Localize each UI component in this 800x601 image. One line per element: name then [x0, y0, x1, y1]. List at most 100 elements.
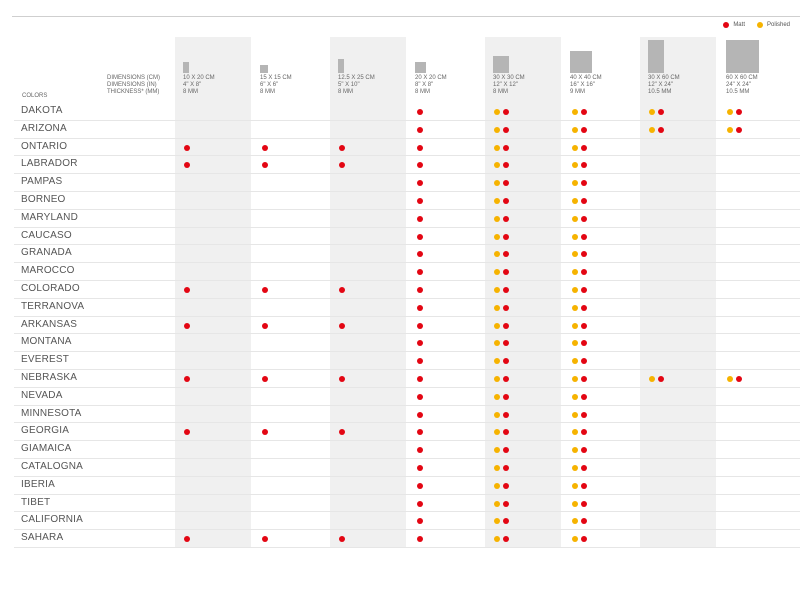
matt-dot-icon	[184, 429, 190, 436]
size-label-12x25: 12.5 X 25 CM 5" X 10" 8 MM	[338, 75, 375, 96]
polished-dot-icon	[572, 180, 578, 187]
matt-dot-icon	[503, 482, 509, 489]
table-row: GRANADA	[14, 245, 800, 264]
size-mm: 9 MM	[570, 89, 585, 95]
polished-dot-icon	[649, 126, 655, 133]
matt-dot-icon	[417, 429, 423, 436]
polished-dot-icon	[494, 198, 500, 204]
matt-dot-icon	[184, 144, 190, 151]
table-row: LABRADOR	[14, 156, 800, 175]
polished-dot-icon	[494, 358, 500, 365]
thickness-header: THICKNESS* (MM)	[107, 89, 160, 95]
matt-dot-icon	[503, 215, 509, 222]
size-cm: 40 X 40 CM	[570, 75, 602, 81]
matt-dot-icon	[184, 287, 190, 293]
matt-dot-icon	[581, 536, 587, 543]
color-name: BORNEO	[21, 194, 66, 205]
matt-dot-icon	[184, 322, 190, 329]
polished-dot-icon	[572, 269, 578, 276]
polished-dot-icon	[572, 411, 578, 418]
row-divider	[14, 529, 800, 531]
matt-dot-icon	[581, 198, 587, 204]
polished-dot-icon	[494, 536, 500, 543]
row-divider	[14, 262, 800, 264]
polished-dot-icon	[494, 340, 500, 347]
polished-dot-icon	[494, 215, 500, 222]
tile-swatch-40x40	[570, 51, 592, 73]
polished-dot-icon	[572, 287, 578, 293]
polished-dot-icon	[572, 215, 578, 222]
row-divider	[14, 386, 800, 388]
matt-dot-icon	[503, 126, 509, 133]
size-mm: 8 MM	[415, 89, 430, 95]
table-row: ARKANSAS	[14, 317, 800, 335]
polished-dot-icon	[494, 500, 500, 507]
size-in: 5" X 10"	[338, 82, 360, 88]
polished-dot-icon	[494, 482, 500, 489]
matt-dot-icon	[262, 376, 268, 382]
size-in: 8" X 8"	[415, 82, 434, 88]
polished-dot-icon	[494, 109, 500, 115]
color-name: DAKOTA	[21, 105, 63, 116]
polished-dot-icon	[494, 411, 500, 418]
size-label-10x20: 10 X 20 CM 4" X 8" 8 MM	[183, 75, 215, 96]
color-name: ARIZONA	[21, 122, 67, 134]
polished-dot-icon	[494, 144, 500, 151]
table-row: MINNESOTA	[14, 406, 800, 424]
row-divider	[14, 155, 800, 157]
size-label-40x40: 40 X 40 CM 16" X 16" 9 MM	[570, 75, 602, 96]
size-label-20x20: 20 X 20 CM 8" X 8" 8 MM	[415, 75, 447, 96]
matt-dot-icon	[736, 376, 742, 382]
matt-dot-icon	[503, 358, 509, 365]
color-name: NEBRASKA	[21, 372, 78, 383]
table-row: MAROCCO	[14, 263, 800, 281]
size-in: 12" X 24"	[648, 82, 673, 88]
polished-dot-icon	[572, 233, 578, 240]
color-name: COLORADO	[21, 283, 80, 294]
matt-dot-icon	[503, 287, 509, 293]
polished-dot-icon	[572, 393, 578, 400]
matt-dot-icon	[339, 162, 345, 169]
matt-dot-icon	[581, 233, 587, 240]
table-row: GIAMAICA	[14, 441, 800, 459]
size-cm: 15 X 15 CM	[260, 75, 292, 81]
polished-dot-icon	[572, 340, 578, 347]
size-label-30x60: 30 X 60 CM 12" X 24" 10.5 MM	[648, 75, 680, 96]
row-divider	[14, 208, 800, 210]
matt-dot-icon	[417, 465, 423, 471]
matt-dot-icon	[723, 22, 730, 28]
polished-dot-icon	[494, 447, 500, 454]
matt-dot-icon	[581, 500, 587, 507]
color-name: GIAMAICA	[21, 443, 72, 455]
matt-dot-icon	[503, 180, 509, 187]
row-divider	[14, 315, 800, 317]
matt-dot-icon	[417, 144, 423, 151]
tile-swatch-20x20	[415, 62, 426, 73]
matt-dot-icon	[503, 536, 509, 543]
polished-dot-icon	[572, 251, 578, 258]
size-in: 16" X 16"	[570, 82, 595, 88]
matt-dot-icon	[581, 465, 587, 471]
matt-dot-icon	[417, 215, 423, 222]
matt-dot-icon	[581, 358, 587, 365]
matt-dot-icon	[339, 322, 345, 329]
tile-swatch-15x15	[260, 65, 268, 73]
table-row: GEORGIA	[14, 423, 800, 442]
table-row: ARIZONA	[14, 121, 800, 139]
row-divider	[14, 493, 800, 495]
matt-dot-icon	[339, 376, 345, 382]
color-name: LABRADOR	[21, 158, 78, 170]
matt-dot-icon	[503, 500, 509, 507]
table-row: ONTARIO	[14, 139, 800, 157]
top-divider	[12, 16, 800, 17]
tile-swatch-10x20	[183, 62, 189, 73]
matt-dot-icon	[503, 465, 509, 471]
matt-dot-icon	[503, 322, 509, 329]
matt-dot-icon	[581, 180, 587, 187]
matt-dot-icon	[417, 162, 423, 169]
matt-dot-icon	[339, 287, 345, 293]
size-cm: 60 X 60 CM	[726, 75, 758, 81]
size-in: 24" X 24"	[726, 82, 751, 88]
matt-dot-icon	[184, 536, 190, 543]
matt-dot-icon	[658, 126, 664, 133]
